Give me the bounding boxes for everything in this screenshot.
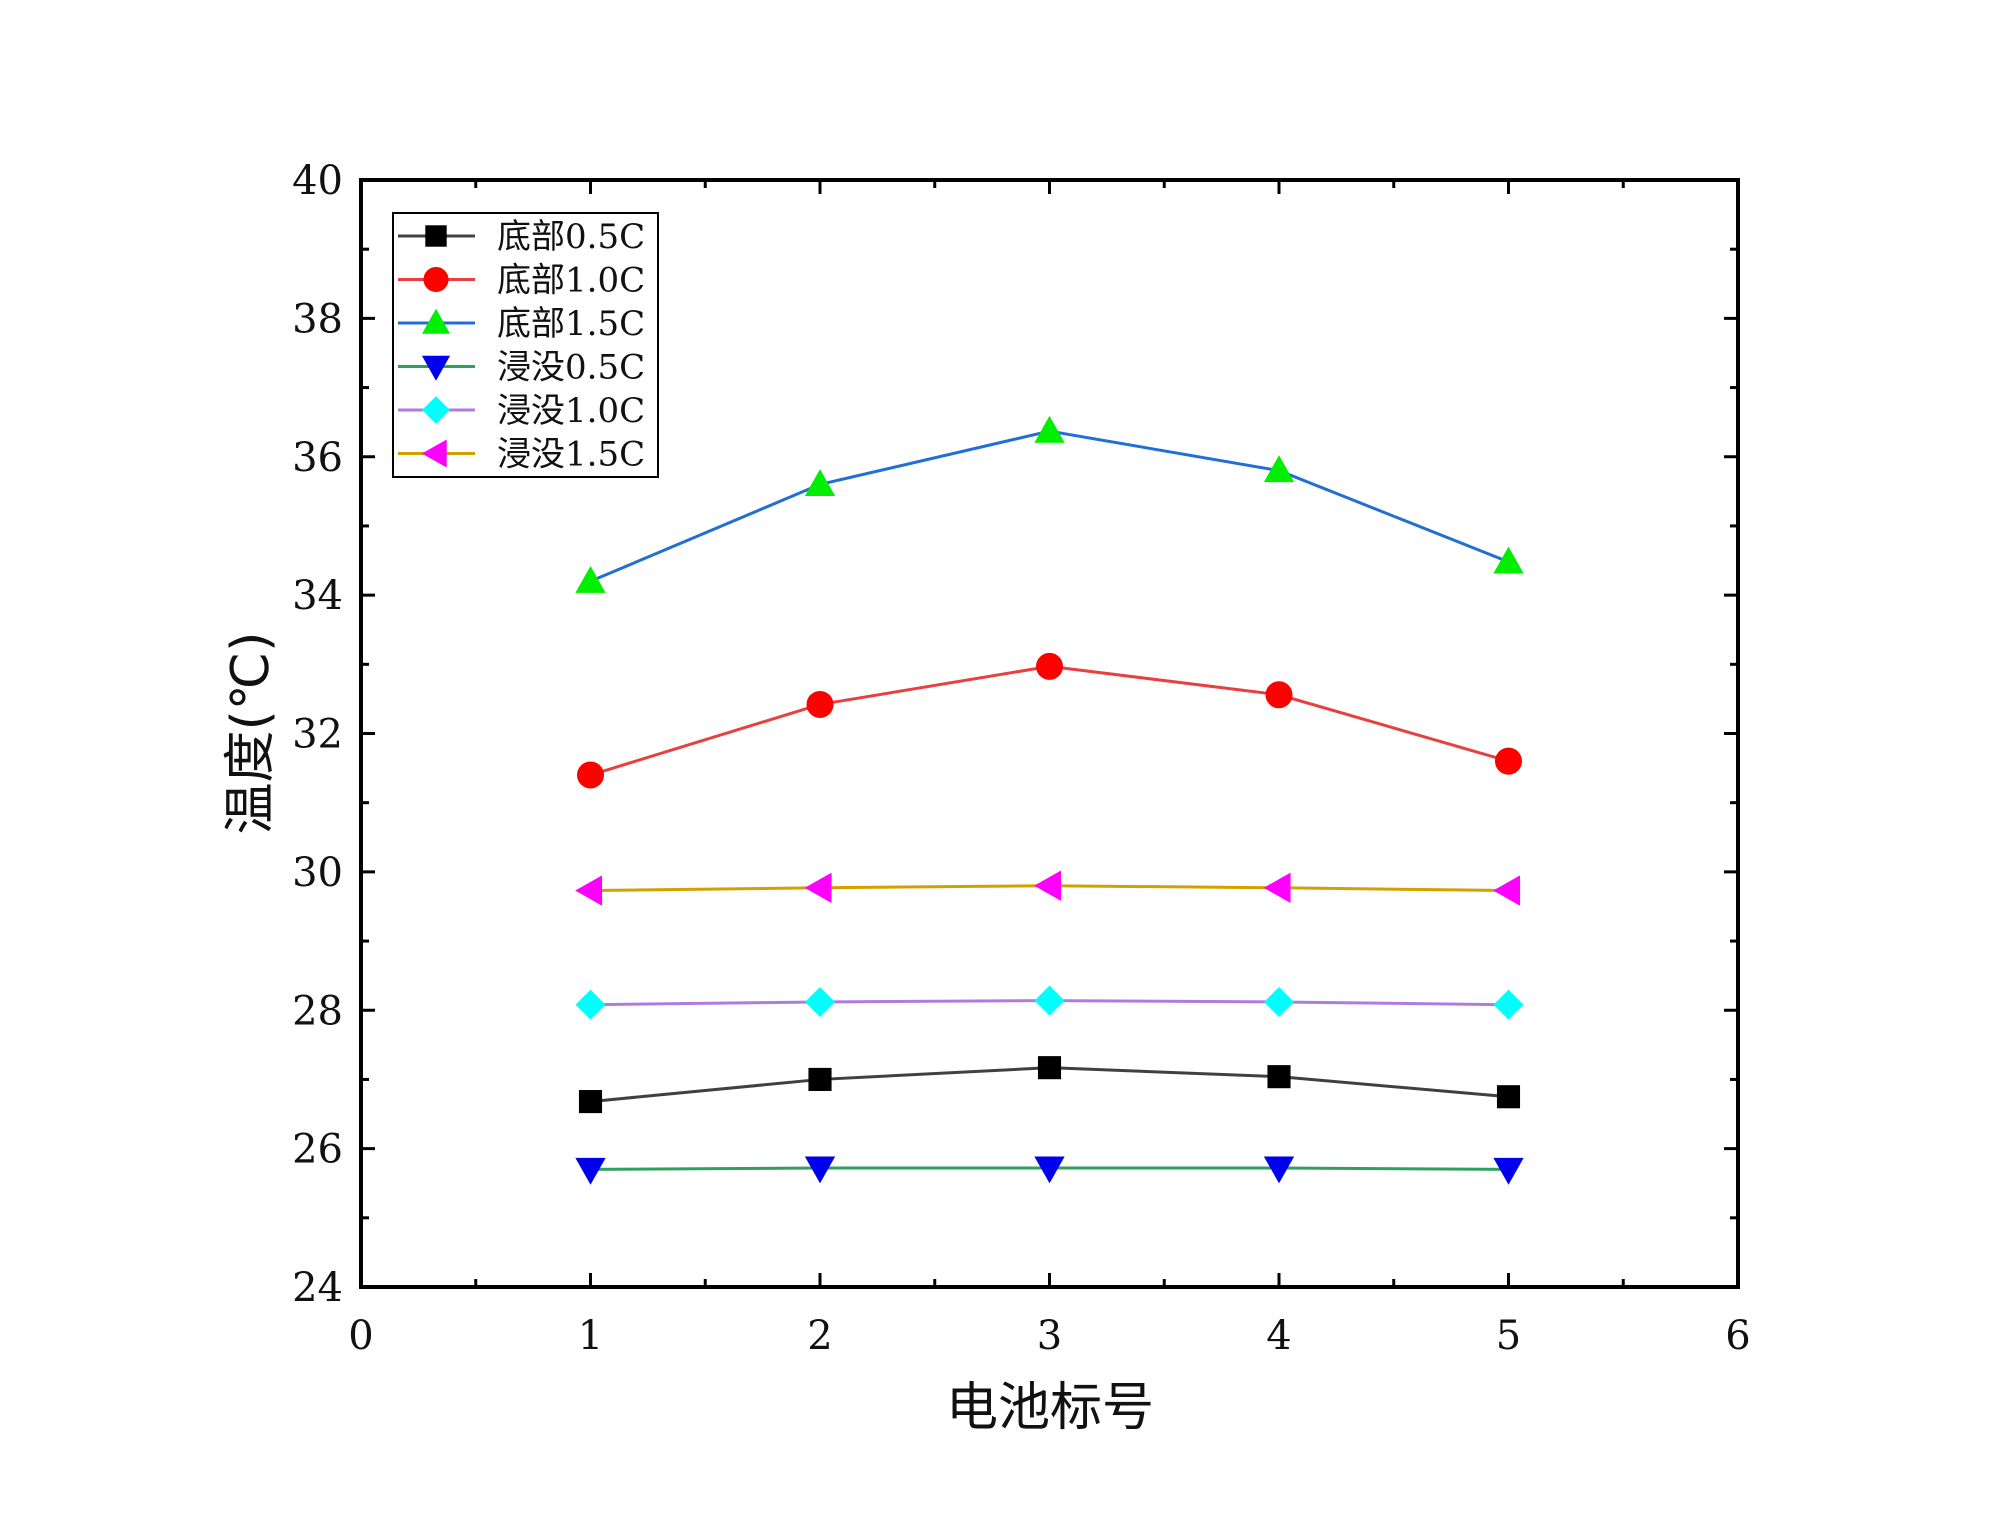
y-tick-label: 32 bbox=[292, 712, 343, 758]
data-point-s4-1 bbox=[804, 986, 836, 1017]
data-point-s3-4 bbox=[1493, 1157, 1524, 1185]
legend-marker-3 bbox=[421, 355, 451, 381]
y-tick-label: 40 bbox=[292, 158, 343, 204]
x-tick-label: 2 bbox=[807, 1313, 832, 1359]
data-point-s4-2 bbox=[1034, 985, 1065, 1016]
data-point-s2-3 bbox=[1263, 455, 1295, 483]
data-point-s1-3 bbox=[1265, 681, 1293, 709]
x-tick-label: 3 bbox=[1037, 1313, 1062, 1359]
data-point-s2-4 bbox=[1493, 546, 1524, 574]
legend-label-5: 浸没1.5C bbox=[497, 435, 645, 475]
data-point-s1-2 bbox=[1036, 652, 1063, 680]
legend-label-4: 浸没1.0C bbox=[497, 391, 645, 431]
legend-box bbox=[392, 212, 659, 478]
legend-marker-2 bbox=[421, 308, 451, 334]
data-point-s1-1 bbox=[806, 690, 834, 718]
data-point-s3-1 bbox=[804, 1156, 836, 1184]
y-tick-label: 24 bbox=[292, 1265, 343, 1311]
x-axis-title: 电池标号 bbox=[946, 1378, 1154, 1438]
legend-label-0: 底部0.5C bbox=[497, 217, 645, 257]
y-tick-label: 28 bbox=[292, 988, 343, 1034]
data-point-s1-4 bbox=[1495, 747, 1522, 775]
series-line-1 bbox=[590, 664, 1509, 777]
data-point-s4-3 bbox=[1263, 986, 1295, 1017]
data-point-s0-0 bbox=[578, 1090, 603, 1114]
legend-label-2: 底部1.5C bbox=[497, 304, 645, 344]
data-point-s5-0 bbox=[575, 875, 603, 906]
x-tick-label: 5 bbox=[1496, 1313, 1521, 1359]
legend-label-3: 浸没0.5C bbox=[497, 348, 645, 388]
data-point-s0-3 bbox=[1267, 1065, 1291, 1089]
data-point-s0-1 bbox=[808, 1067, 832, 1091]
data-point-s2-1 bbox=[804, 469, 836, 496]
data-point-s2-0 bbox=[575, 565, 606, 593]
data-point-s5-1 bbox=[804, 872, 832, 903]
y-tick-label: 36 bbox=[292, 435, 343, 481]
y-tick-label: 30 bbox=[292, 850, 343, 896]
data-point-s4-4 bbox=[1493, 989, 1524, 1020]
data-point-s3-0 bbox=[575, 1157, 606, 1185]
data-point-s5-4 bbox=[1493, 875, 1521, 906]
data-point-s1-0 bbox=[577, 761, 604, 789]
data-point-s4-0 bbox=[575, 989, 606, 1020]
data-point-s5-3 bbox=[1263, 872, 1291, 903]
data-point-s2-2 bbox=[1034, 415, 1065, 443]
data-point-s3-2 bbox=[1034, 1156, 1065, 1184]
series-line-2 bbox=[589, 429, 1510, 583]
y-tick-label: 38 bbox=[292, 296, 343, 342]
legend-label-1: 底部1.0C bbox=[497, 261, 645, 301]
data-point-s0-2 bbox=[1037, 1056, 1062, 1080]
y-axis-title: 温度(℃) bbox=[221, 632, 281, 835]
x-tick-label: 6 bbox=[1725, 1313, 1750, 1359]
data-point-s3-3 bbox=[1263, 1156, 1295, 1184]
x-tick-label: 1 bbox=[578, 1313, 603, 1359]
data-point-s5-2 bbox=[1034, 870, 1062, 901]
y-tick-label: 34 bbox=[292, 573, 343, 619]
x-tick-label: 0 bbox=[348, 1313, 373, 1359]
legend-marker-5 bbox=[421, 439, 447, 468]
data-point-s0-4 bbox=[1496, 1085, 1521, 1109]
series-markers bbox=[575, 415, 1524, 1185]
legend-marker-4 bbox=[422, 396, 450, 424]
y-tick-label: 26 bbox=[292, 1127, 343, 1173]
x-tick-label: 4 bbox=[1266, 1313, 1291, 1359]
legend-marker-1 bbox=[423, 267, 449, 292]
legend-marker-0 bbox=[425, 225, 447, 247]
